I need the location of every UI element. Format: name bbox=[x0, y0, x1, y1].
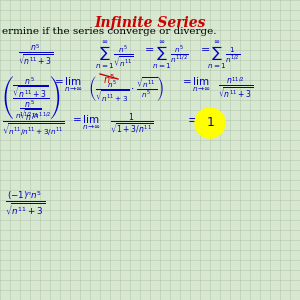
Text: $\sum_{n=1}^{\infty}\frac{n^5}{n^{11/2}}$: $\sum_{n=1}^{\infty}\frac{n^5}{n^{11/2}}… bbox=[152, 40, 188, 71]
Text: $\frac{(-1)^n n^5}{\sqrt{n^{11}+3}}$: $\frac{(-1)^n n^5}{\sqrt{n^{11}+3}}$ bbox=[5, 190, 45, 218]
Text: $\frac{n^{11/2}}{\sqrt{n^{11}+3}}$: $\frac{n^{11/2}}{\sqrt{n^{11}+3}}$ bbox=[218, 75, 254, 100]
Text: $\sum_{n=1}^{\infty}\frac{n^5}{\sqrt{n^{11}}}$: $\sum_{n=1}^{\infty}\frac{n^5}{\sqrt{n^{… bbox=[95, 40, 134, 71]
Text: $\sum_{n=1}^{\infty}\frac{1}{n^{1/2}}$: $\sum_{n=1}^{\infty}\frac{1}{n^{1/2}}$ bbox=[207, 40, 240, 71]
Text: $=$: $=$ bbox=[198, 43, 210, 53]
Text: Infinite Series: Infinite Series bbox=[94, 16, 206, 30]
Text: $=\ 1$: $=\ 1$ bbox=[185, 114, 213, 127]
Text: $\frac{n^{11/2}/n^{11/2}}{\sqrt{n^{11}/n^{11}+3/n^{11}}}$: $\frac{n^{11/2}/n^{11/2}}{\sqrt{n^{11}/n… bbox=[2, 110, 65, 138]
Text: ermine if the series converge or diverge.: ermine if the series converge or diverge… bbox=[2, 27, 217, 36]
Text: $1$: $1$ bbox=[206, 116, 214, 130]
Text: $\frac{1}{\sqrt{1+3/n^{11}}}$: $\frac{1}{\sqrt{1+3/n^{11}}}$ bbox=[110, 112, 154, 137]
Text: $=\lim_{n\to\infty}$: $=\lim_{n\to\infty}$ bbox=[52, 76, 83, 94]
Text: $=$: $=$ bbox=[142, 43, 154, 53]
Text: $=\lim_{n\to\infty}$: $=\lim_{n\to\infty}$ bbox=[70, 114, 101, 132]
Text: $=\lim_{n\to\infty}$: $=\lim_{n\to\infty}$ bbox=[180, 76, 211, 94]
Text: $\frac{n^5}{\sqrt{n^{11}+3}}$: $\frac{n^5}{\sqrt{n^{11}+3}}$ bbox=[18, 42, 54, 67]
Text: $n^5$: $n^5$ bbox=[103, 72, 116, 86]
Circle shape bbox=[195, 108, 225, 138]
Text: $\left(\frac{n^5}{\sqrt{n^{11}+3}}\cdot\frac{\sqrt{n^{11}}}{n^5}\right)$: $\left(\frac{n^5}{\sqrt{n^{11}+3}}\cdot\… bbox=[88, 75, 164, 104]
Text: $\left(\frac{\dfrac{n^5}{\sqrt{n^{11}+3}}}{\dfrac{n^5}{\sqrt{n^{11}}}}\right)$: $\left(\frac{\dfrac{n^5}{\sqrt{n^{11}+3}… bbox=[2, 75, 60, 123]
